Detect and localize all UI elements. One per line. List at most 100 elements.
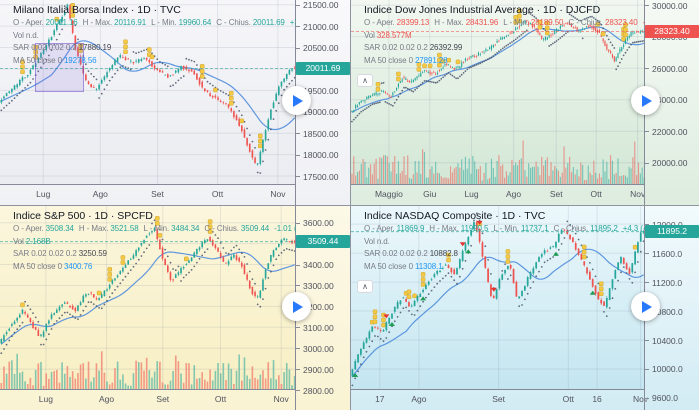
go-to-realtime-button[interactable] (282, 292, 311, 321)
play-icon (293, 300, 303, 313)
go-to-realtime-button[interactable] (282, 86, 311, 115)
last-price-label: 20011.69 (296, 61, 350, 75)
price-axis-tick (296, 285, 300, 287)
price-axis-label: 3400.00 (303, 260, 334, 271)
time-axis-label: Ott (211, 189, 224, 199)
plot-area[interactable]: Indice NASDAQ Composite · 1D · TVC O - A… (351, 206, 645, 390)
selection-rectangle[interactable] (35, 43, 84, 92)
time-axis-label: Ago (98, 394, 115, 404)
chart-panel-dow-jones: Indice Dow Jones Industrial Average · 1D… (350, 0, 699, 205)
time-axis-label: Ott (590, 189, 602, 199)
candlestick-chart (351, 206, 645, 390)
price-axis-tick (296, 327, 300, 329)
price-axis-tick (296, 4, 300, 6)
price-axis-label: 22000.00 (652, 126, 688, 137)
price-axis-label: 18000.00 (303, 150, 339, 161)
price-axis-label: 9600.0 (652, 393, 678, 404)
time-axis-label: Lug (464, 189, 479, 199)
plot-area[interactable]: Indice Dow Jones Industrial Average · 1D… (351, 0, 645, 185)
price-axis-label: 2900.00 (303, 364, 334, 375)
time-axis-label: Nov (270, 189, 286, 199)
price-axis-tick (645, 368, 649, 370)
chart-panel-sp500: Indice S&P 500 · 1D · SPCFD O - Aper. 350… (0, 205, 350, 410)
price-axis-label: 11600.0 (652, 248, 683, 259)
price-axis-tick (645, 397, 649, 399)
time-axis-label: 17 (375, 394, 385, 404)
candlestick-chart (0, 206, 296, 390)
price-axis-tick (645, 131, 649, 133)
time-axis-label: Ago (411, 394, 427, 404)
time-axis-label: Nov (630, 189, 646, 199)
time-axis-label: Set (492, 394, 505, 404)
price-axis-tick (645, 253, 649, 255)
price-axis-label: 21500.00 (303, 0, 339, 11)
price-axis-tick (645, 282, 649, 284)
time-axis-label: Nov (633, 394, 649, 404)
price-axis-label: 21000.00 (303, 21, 339, 32)
price-axis-label: 10400.0 (652, 335, 683, 346)
price-axis-tick (645, 5, 649, 7)
go-to-realtime-button[interactable] (631, 292, 660, 321)
time-axis-label: Giu (423, 189, 437, 199)
price-axis-tick (645, 68, 649, 70)
collapse-indicators-button[interactable]: ∧ (357, 74, 373, 87)
price-axis-label: 12000.0 (652, 220, 683, 230)
price-axis-label: 20000.00 (652, 158, 688, 169)
price-axis-tick (296, 26, 300, 28)
play-icon (293, 94, 303, 107)
price-axis-tick (645, 340, 649, 342)
price-axis-tick (296, 369, 300, 371)
price-axis-label: 18500.00 (303, 128, 339, 139)
price-axis-label: 10800.0 (652, 306, 683, 317)
time-axis[interactable]: Maggio Giu Lug Ago Set Ott Nov (351, 184, 645, 205)
last-price-label: 28323.40 (645, 25, 699, 39)
time-axis-label: Ago (92, 189, 108, 199)
price-axis-tick (296, 264, 300, 266)
price-axis-label: 11200.0 (652, 277, 683, 288)
plot-area[interactable]: Indice S&P 500 · 1D · SPCFD O - Aper. 350… (0, 206, 296, 390)
chart-panel-milano-italia-borsa: Milano Italia Borsa Index · 1D · TVC O -… (0, 0, 350, 205)
price-axis-label: 3600.00 (303, 218, 334, 229)
time-axis-label: Ago (506, 189, 522, 199)
time-axis[interactable]: Lug Ago Set Ott Nov (0, 184, 296, 205)
play-icon (642, 300, 652, 313)
time-axis-label: 16 (592, 394, 602, 404)
time-axis-label: Maggio (374, 189, 403, 199)
candlestick-chart (351, 0, 645, 185)
price-axis-tick (296, 47, 300, 49)
price-axis-tick (296, 154, 300, 156)
time-axis[interactable]: Lug Ago Set Ott Nov (0, 389, 296, 410)
plot-area[interactable]: Milano Italia Borsa Index · 1D · TVC O -… (0, 0, 296, 185)
price-axis-tick (296, 222, 300, 224)
time-axis-label: Nov (273, 394, 289, 404)
price-axis-label: 3100.00 (303, 322, 334, 333)
time-axis-label: Set (151, 189, 164, 199)
price-axis-label: 3000.00 (303, 343, 334, 354)
price-axis[interactable]: 3509.44 3600.003500.003400.003300.003200… (295, 206, 350, 410)
candlestick-chart (0, 0, 296, 185)
time-axis-label: Ott (214, 394, 227, 404)
chart-panel-nasdaq: Indice NASDAQ Composite · 1D · TVC O - A… (350, 205, 699, 410)
collapse-indicators-button[interactable]: ∧ (357, 280, 373, 293)
time-axis-label: Lug (36, 189, 51, 199)
price-axis-tick (296, 348, 300, 350)
time-axis[interactable]: 17 Ago Set Ott 16 Nov (351, 389, 649, 410)
time-axis-label: Set (156, 394, 170, 404)
price-axis-tick (645, 162, 649, 164)
play-icon (642, 94, 652, 107)
price-axis-label: 26000.00 (652, 63, 688, 74)
price-axis-label: 2800.00 (303, 385, 334, 396)
last-price-label: 3509.44 (296, 235, 350, 249)
price-axis-label: 20500.00 (303, 43, 339, 54)
price-axis-label: 19000.00 (303, 107, 339, 118)
last-price-label: 11895.2 (645, 225, 699, 239)
price-axis-tick (296, 176, 300, 177)
time-axis-label: Ott (562, 394, 574, 404)
price-axis-label: 3200.00 (303, 301, 334, 312)
go-to-realtime-button[interactable] (631, 86, 660, 115)
price-axis-tick (296, 133, 300, 135)
price-axis-label: 10000.0 (652, 364, 683, 375)
price-axis-label: 17500.00 (303, 171, 339, 182)
price-axis-label: 19500.00 (303, 85, 339, 96)
